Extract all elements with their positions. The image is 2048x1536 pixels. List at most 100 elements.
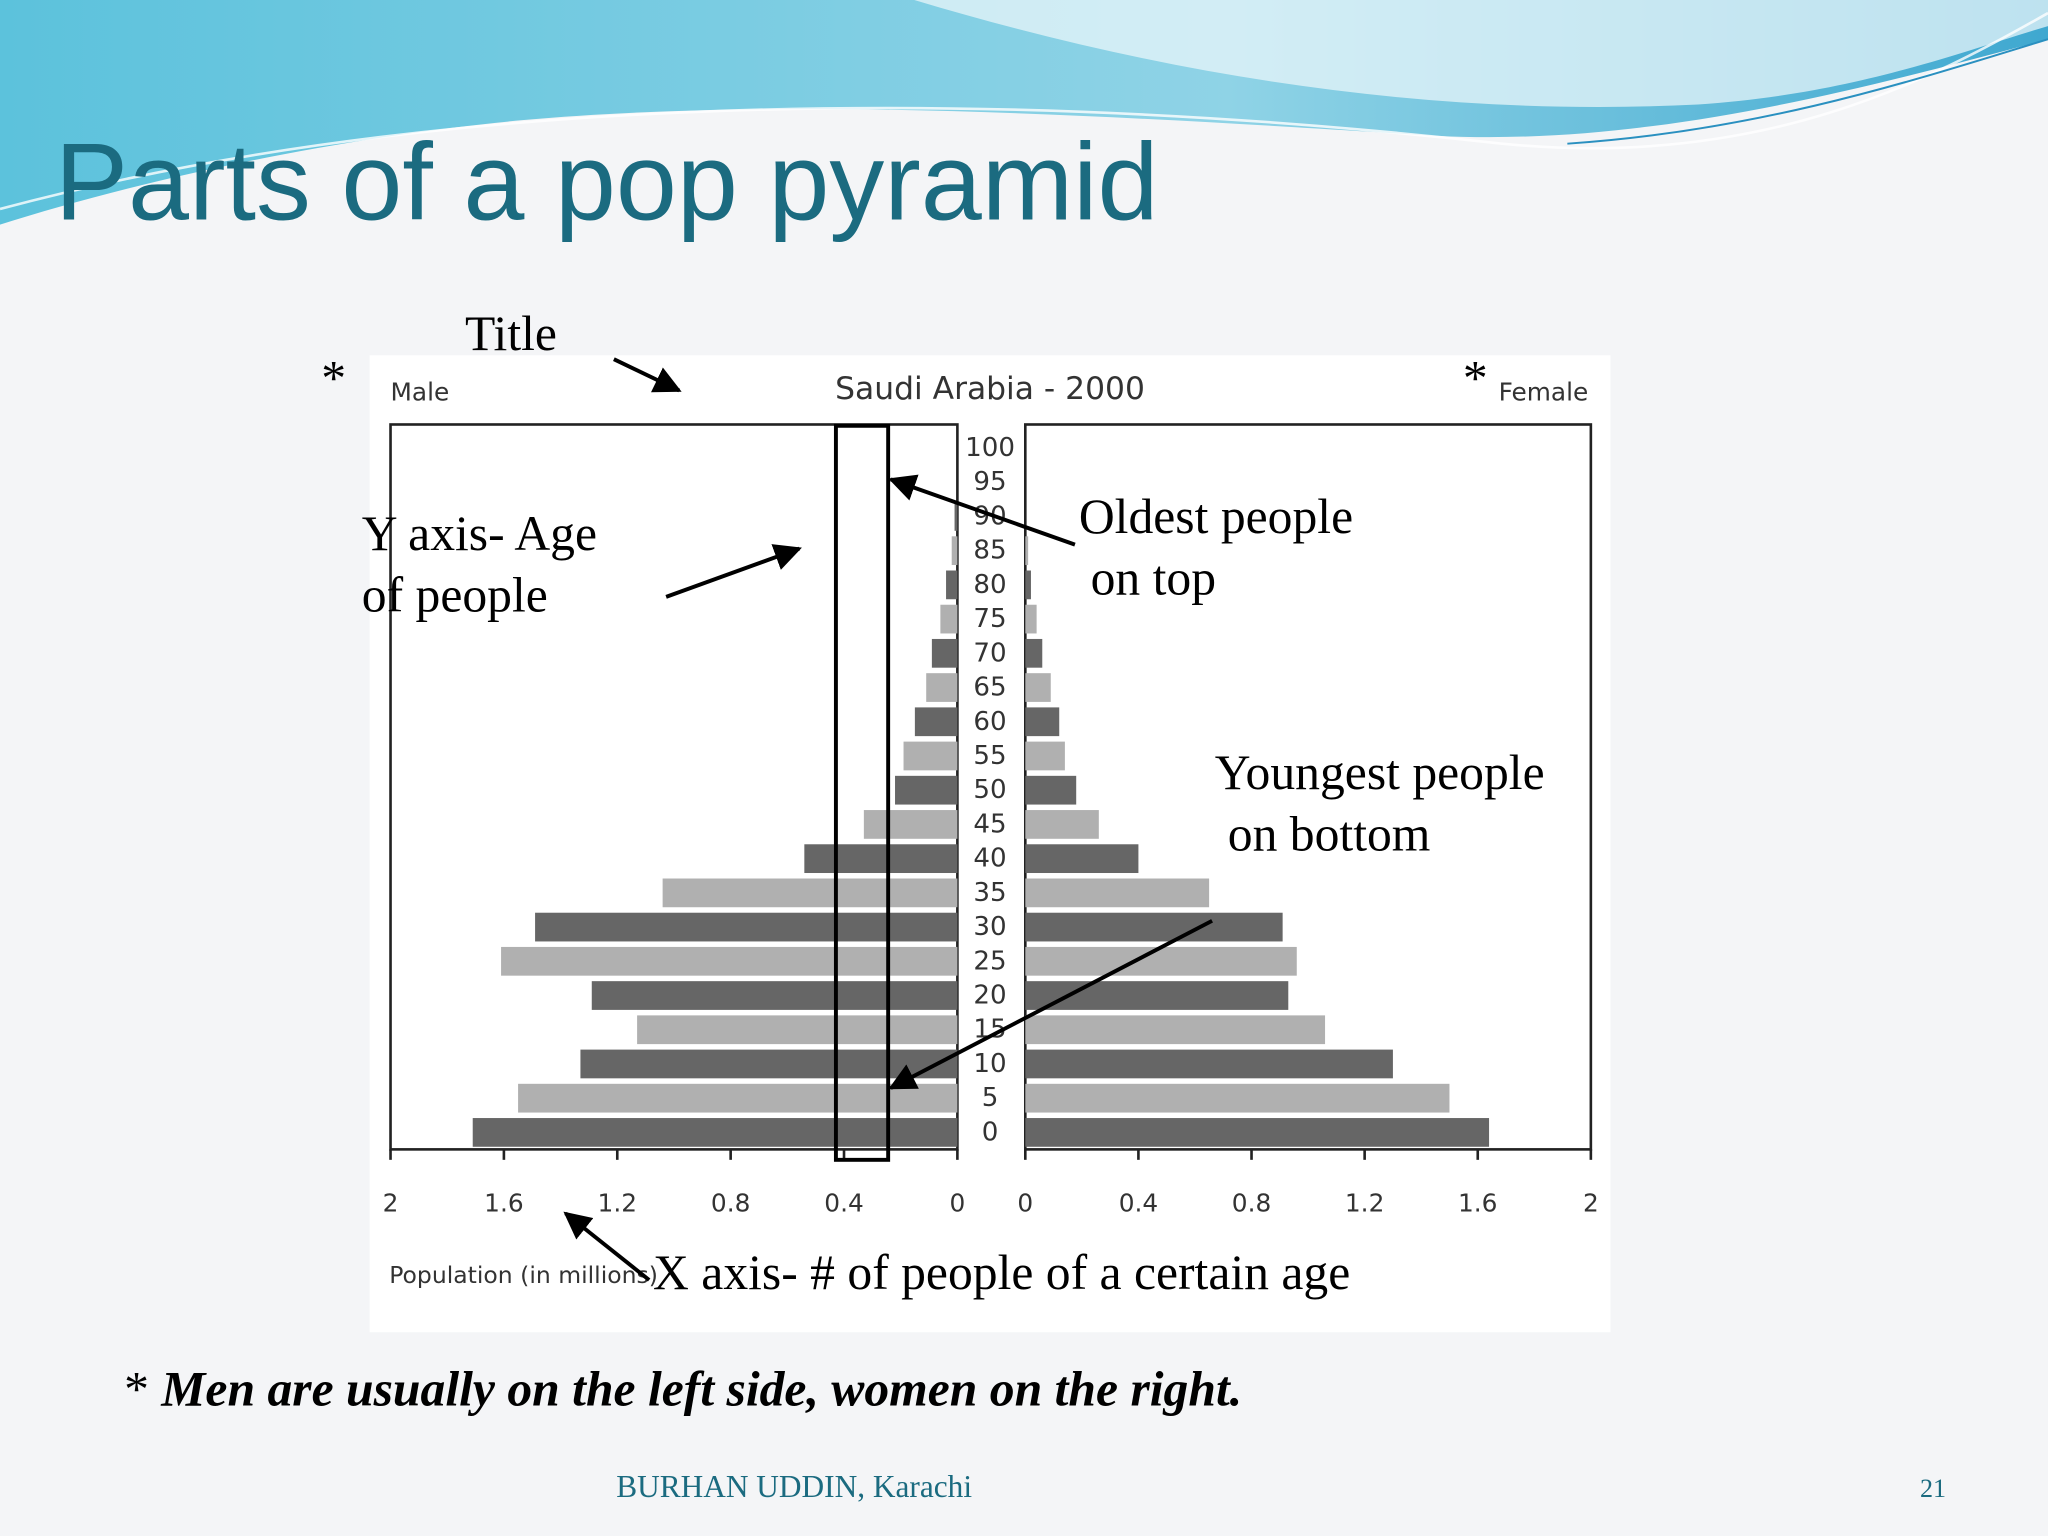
y-tick-label: 60: [973, 707, 1006, 737]
x-tick-label: 0: [1017, 1188, 1033, 1217]
annotation: Oldest people: [1079, 489, 1353, 544]
bar: [1025, 536, 1029, 566]
bar: [591, 981, 958, 1010]
header-swoosh: [914, 0, 2048, 107]
header-line: [1567, 38, 2048, 145]
bar: [662, 878, 958, 908]
bar: [1025, 878, 1210, 908]
x-tick-label: 0.4: [1119, 1188, 1158, 1217]
y-tick-label: 50: [973, 775, 1006, 805]
chart-title: Saudi Arabia - 2000: [835, 371, 1145, 407]
y-tick-label: 85: [973, 536, 1006, 566]
x-tick-label: 2: [383, 1188, 399, 1217]
x-tick-label: 0.8: [711, 1188, 750, 1217]
chart: Saudi Arabia - 2000 Male Female Population …: [383, 371, 1599, 1289]
header-line: [0, 11, 2048, 211]
x-tick-label: 2: [1583, 1188, 1599, 1217]
chart-panel: [369, 355, 1611, 1333]
annotation: Title: [465, 306, 557, 361]
marker: *: [321, 350, 346, 405]
bar: [1025, 810, 1099, 839]
bar: [1025, 673, 1051, 702]
x-tick-label: 1.6: [1458, 1188, 1497, 1217]
y-tick-label: 5: [982, 1083, 999, 1113]
bar: [1025, 1049, 1393, 1079]
annotation: of people: [362, 567, 548, 622]
bar: [1025, 638, 1043, 668]
x-tick-label: 1.2: [598, 1188, 637, 1217]
bar: [940, 604, 958, 634]
y-tick-label: 70: [973, 638, 1006, 668]
y-tick-label: 100: [965, 433, 1015, 463]
bar: [1025, 707, 1060, 737]
y-tick-label: 65: [973, 673, 1006, 703]
arrow: [665, 544, 802, 599]
y-tick-label: 75: [973, 604, 1006, 634]
x-tick-label: 1.2: [1345, 1188, 1384, 1217]
y-tick-label: 35: [973, 878, 1006, 908]
arrow: [888, 919, 1213, 1090]
bar: [954, 502, 958, 531]
bar: [863, 810, 958, 839]
series-label: Male: [391, 377, 450, 406]
footnote-marker: *: [124, 1361, 149, 1416]
y-tick-label: 80: [973, 570, 1006, 600]
x-tick-label: 0.4: [824, 1188, 863, 1217]
bar: [946, 570, 958, 600]
series-label: Female: [1499, 377, 1589, 406]
annotation: on top: [1091, 550, 1216, 605]
bar: [1025, 946, 1297, 976]
bar: [580, 1049, 958, 1079]
arrow: [563, 1211, 651, 1282]
arrows: [563, 357, 1213, 1282]
annotation: X axis- # of people of a certain age: [653, 1245, 1350, 1300]
highlight-box: [833, 423, 891, 1162]
y-tick-label: 40: [973, 844, 1006, 874]
bar: [1025, 570, 1031, 600]
page-number: 21: [1920, 1474, 1946, 1503]
bar: [535, 912, 958, 942]
bar: [895, 775, 958, 805]
y-tick-label: 20: [973, 981, 1006, 1011]
y-tick-label: 25: [973, 946, 1006, 976]
arrow: [613, 357, 682, 393]
bar: [1025, 1118, 1490, 1147]
footer-author: BURHAN UDDIN, Karachi: [616, 1469, 972, 1504]
bar: [926, 673, 958, 702]
x-tick-label: 0.8: [1232, 1188, 1271, 1217]
bar: [1025, 844, 1139, 874]
bar: [903, 741, 958, 771]
bar: [931, 638, 958, 668]
x-axis-label: Population (in millions): [389, 1261, 658, 1289]
footnote: * Men are usually on the left side, wome…: [124, 1361, 1242, 1416]
bar: [1025, 604, 1037, 634]
bar: [501, 946, 958, 976]
bar: [637, 1015, 958, 1045]
bar: [1025, 912, 1283, 942]
slide-title: Parts of a pop pyramid: [55, 121, 1159, 243]
bar: [472, 1118, 958, 1147]
bar: [1025, 775, 1077, 805]
footnote-text: Men are usually on the left side, women …: [160, 1361, 1242, 1416]
y-tick-label: 10: [973, 1049, 1006, 1079]
y-tick-label: 30: [973, 912, 1006, 942]
bar: [914, 707, 958, 737]
bar: [1025, 741, 1065, 771]
bar: [951, 536, 958, 566]
bar: [1025, 1083, 1450, 1113]
y-tick-label: 95: [973, 467, 1006, 497]
y-tick-label: 0: [982, 1117, 999, 1147]
bar: [804, 844, 958, 874]
arrow: [888, 474, 1076, 547]
annotation: Youngest people: [1215, 745, 1545, 800]
y-tick-label: 55: [973, 741, 1006, 771]
annotation: Y axis- Age: [362, 506, 597, 561]
x-tick-label: 1.6: [484, 1188, 523, 1217]
x-tick-label: 0: [949, 1188, 965, 1217]
bar: [1025, 1015, 1326, 1045]
y-tick-label: 45: [973, 809, 1006, 839]
annotation: on bottom: [1228, 806, 1431, 861]
bar: [518, 1083, 958, 1113]
